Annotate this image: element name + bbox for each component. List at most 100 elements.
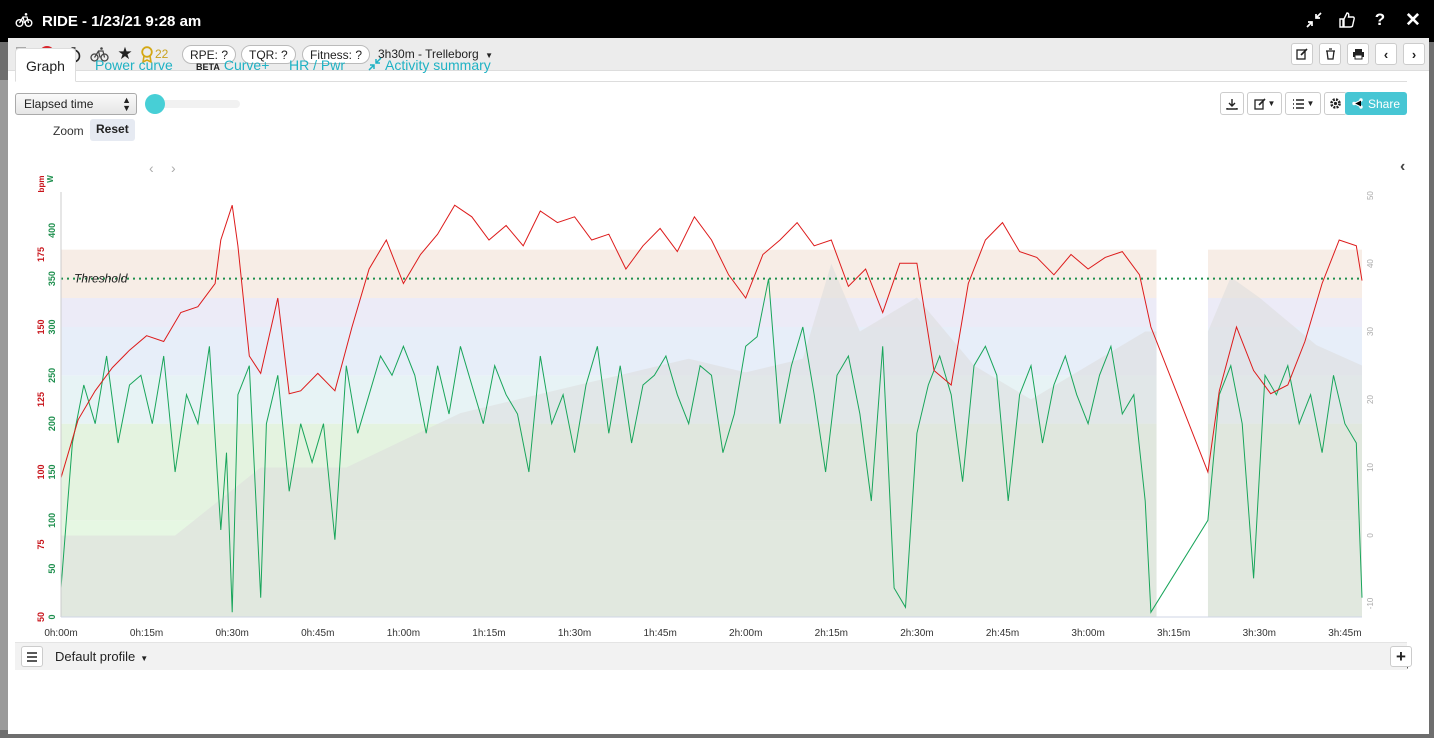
next-activity-button[interactable]: › xyxy=(1403,43,1425,65)
heart-rate-tick-label: 75 xyxy=(36,539,46,549)
modal-titlebar: RIDE - 1/23/21 9:28 am ? ✕ xyxy=(0,0,1434,42)
heart-rate-tick-label: 100 xyxy=(36,464,46,479)
zoom-back-icon[interactable]: ‹ xyxy=(149,160,154,176)
x-tick-label: 1h:45m xyxy=(643,628,676,639)
x-tick-label: 1h:15m xyxy=(472,628,505,639)
help-icon[interactable]: ? xyxy=(1374,10,1386,29)
list-options-dropdown[interactable]: ▼ xyxy=(1285,92,1321,115)
zoom-reset-button[interactable]: Reset xyxy=(90,119,135,141)
power-tick-label: 350 xyxy=(47,271,57,286)
x-axis-select[interactable]: Elapsed time ▲ ▼ xyxy=(15,93,137,115)
list-icon xyxy=(1292,98,1304,109)
altitude-tick-label: -10 xyxy=(1366,597,1375,609)
caret-down-icon: ▼ xyxy=(140,654,149,663)
altitude-tick-label: 50 xyxy=(1366,191,1375,200)
rpe-pill[interactable]: RPE: ? xyxy=(182,45,237,64)
menu-button[interactable] xyxy=(21,646,43,667)
edit-icon xyxy=(1253,97,1266,110)
background-edge xyxy=(0,80,10,730)
x-tick-label: 1h:00m xyxy=(387,628,420,639)
edit-button[interactable] xyxy=(1291,43,1313,65)
heart-rate-unit-label: bpm xyxy=(37,176,46,193)
power-series-line xyxy=(60,278,1363,614)
close-icon[interactable]: ✕ xyxy=(1405,9,1421,31)
heart-rate-tick-label: 125 xyxy=(36,392,46,407)
gear-icon xyxy=(1330,98,1341,109)
bike-icon[interactable] xyxy=(88,44,110,64)
data-gap-mask xyxy=(1156,182,1208,617)
tab-hr-pwr[interactable]: HR / Pwr xyxy=(279,48,355,82)
smoothing-slider-track[interactable] xyxy=(145,100,240,108)
print-button[interactable] xyxy=(1347,43,1369,65)
power-unit-label: W xyxy=(46,175,55,183)
chevron-right-icon: › xyxy=(1411,46,1417,62)
chevron-left-icon: ‹ xyxy=(1383,46,1389,62)
chevron-left-icon[interactable]: ‹ xyxy=(1400,158,1406,175)
collapse-icon xyxy=(368,57,382,71)
tab-power-curve-label: Power curve xyxy=(95,57,173,73)
power-tick-label: 150 xyxy=(47,464,57,479)
plus-icon: + xyxy=(1396,646,1406,666)
bike-icon xyxy=(14,10,34,30)
minimize-icon[interactable] xyxy=(1304,10,1324,30)
tab-curve-plus-label: Curve+ xyxy=(223,57,270,73)
tab-graph[interactable]: Graph xyxy=(15,48,76,82)
download-icon xyxy=(1226,98,1238,110)
tab-activity-summary[interactable]: Activity summary xyxy=(358,48,501,82)
altitude-tick-label: 30 xyxy=(1366,327,1375,336)
heart-rate-tick-label: 150 xyxy=(36,319,46,334)
edit-chart-dropdown[interactable]: ▼ xyxy=(1247,92,1282,115)
edit-icon xyxy=(1296,48,1308,60)
activity-toolbar: ★ 22 RPE: ? TQR: ? Fitness: ? 3h30m - Tr… xyxy=(8,38,1429,71)
profile-bar: Default profile ▼ + xyxy=(15,642,1412,670)
select-arrows-icon: ▲ ▼ xyxy=(122,95,131,113)
share-icon xyxy=(1352,98,1363,109)
fitness-pill[interactable]: Fitness: ? xyxy=(302,45,371,64)
activity-selector[interactable]: 3h30m - Trelleborg ▼ xyxy=(378,47,493,61)
beta-badge: BETA xyxy=(196,62,220,72)
achievements-badge[interactable]: 22 xyxy=(140,44,180,64)
tab-curve-plus[interactable]: BETA Curve+ xyxy=(186,48,279,82)
x-tick-label: 0h:45m xyxy=(301,628,334,639)
altitude-tick-label: 10 xyxy=(1366,462,1375,471)
thumbs-up-icon[interactable] xyxy=(1337,10,1357,30)
x-tick-label: 0h:15m xyxy=(130,628,163,639)
tab-activity-summary-label: Activity summary xyxy=(385,57,491,73)
tab-power-curve[interactable]: Power curve xyxy=(85,48,183,82)
zoom-label: Zoom xyxy=(53,124,84,138)
delete-button[interactable] xyxy=(1319,43,1341,65)
x-tick-label: 2h:30m xyxy=(900,628,933,639)
power-tick-label: 400 xyxy=(47,223,57,238)
heart-rate-series-line xyxy=(60,204,1363,478)
altitude-tick-label: 0 xyxy=(1366,533,1375,538)
heart-rate-tick-label: 50 xyxy=(36,612,46,622)
tab-graph-label: Graph xyxy=(26,58,65,74)
caret-down-icon: ▼ xyxy=(1306,99,1315,108)
share-label: Share xyxy=(1367,96,1401,111)
star-icon[interactable]: ★ xyxy=(117,44,133,63)
tqr-pill[interactable]: TQR: ? xyxy=(241,45,296,64)
hamburger-icon xyxy=(27,651,37,662)
chart-controls: Elapsed time ▲ ▼ ▼ ▼ Share xyxy=(15,92,1407,118)
power-zone-band xyxy=(61,249,1362,298)
profile-name: Default profile xyxy=(55,649,136,664)
x-tick-label: 3h:00m xyxy=(1071,628,1104,639)
print-icon xyxy=(1352,49,1364,60)
x-tick-label: 3h:30m xyxy=(1243,628,1276,639)
zoom-forward-icon[interactable]: › xyxy=(171,160,176,176)
achievements-count: 22 xyxy=(155,47,169,61)
altitude-tick-label: 40 xyxy=(1366,259,1375,268)
threshold-label: Threshold xyxy=(74,272,128,286)
add-button[interactable]: + xyxy=(1390,646,1412,667)
caret-down-icon: ▼ xyxy=(485,51,493,60)
power-tick-label: 300 xyxy=(47,319,57,334)
download-button[interactable] xyxy=(1220,92,1244,115)
x-tick-label: 3h:15m xyxy=(1157,628,1190,639)
x-tick-label: 1h:30m xyxy=(558,628,591,639)
share-button[interactable]: Share xyxy=(1345,92,1407,115)
previous-activity-button[interactable]: ‹ xyxy=(1375,43,1397,65)
profile-selector[interactable]: Default profile ▼ xyxy=(55,649,148,664)
smoothing-slider-knob[interactable] xyxy=(145,94,165,114)
altitude-tick-label: 20 xyxy=(1366,395,1375,404)
